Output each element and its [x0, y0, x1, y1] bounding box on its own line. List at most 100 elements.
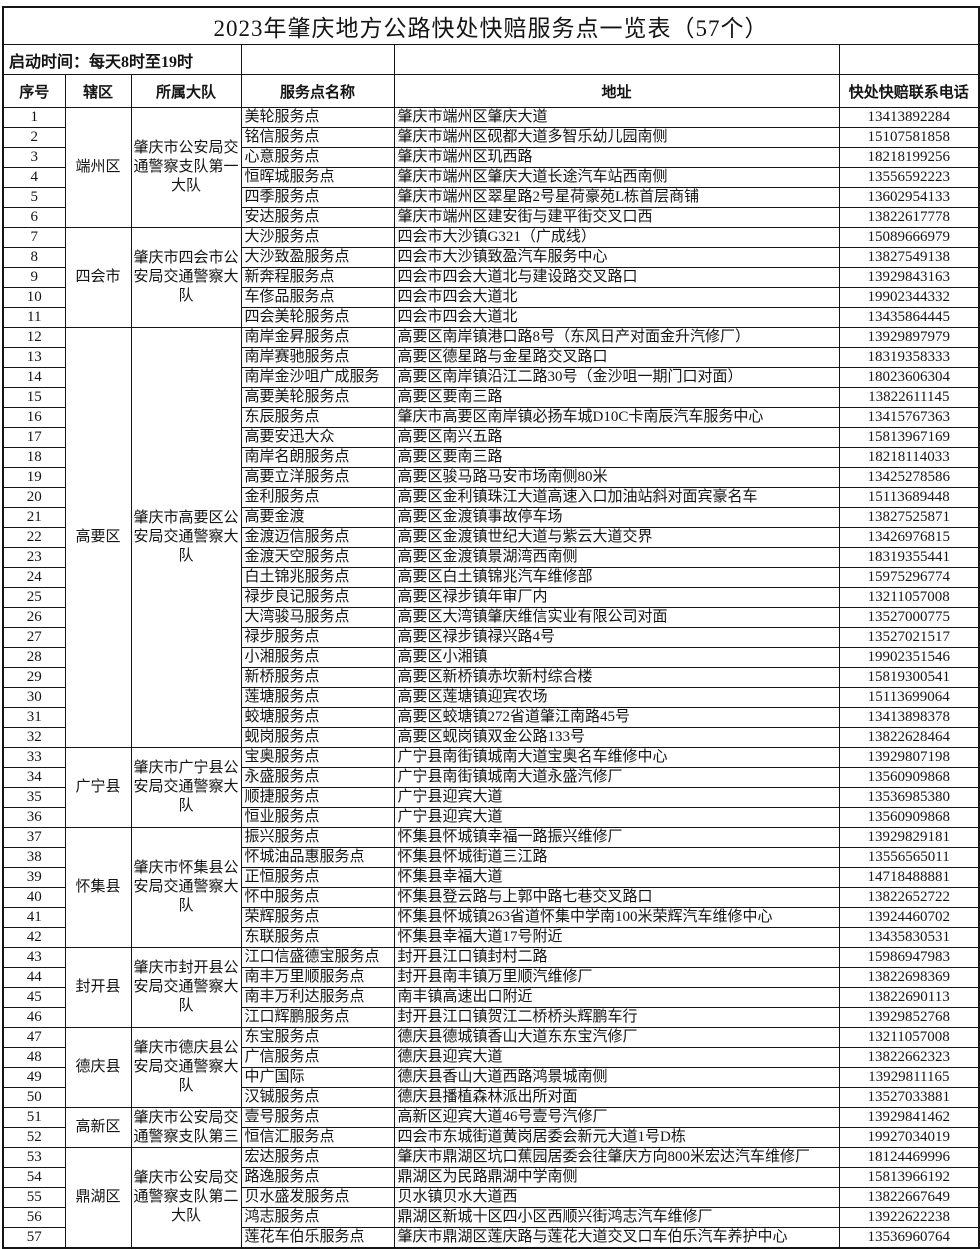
- row-number-cell: 37: [2, 827, 66, 848]
- header-district: 辖区: [64, 74, 132, 108]
- phone-cell: 13929843163: [838, 267, 980, 288]
- header-row: 序号 辖区 所属大队 服务点名称 地址 快处快赔联系电话: [2, 74, 980, 108]
- district-cell: 怀集县: [64, 827, 132, 948]
- address-cell: 怀集县幸福大道17号附近: [393, 927, 840, 948]
- address-cell: 高要区金渡镇景湖湾西南侧: [393, 547, 840, 568]
- address-cell: 高要区禄步镇禄兴路4号: [393, 627, 840, 648]
- address-cell: 鼎湖区新城十区四小区西顺兴街鸿志汽车维修厂: [393, 1207, 840, 1228]
- row-number-cell: 6: [2, 207, 66, 228]
- phone-cell: 13560909868: [838, 807, 980, 828]
- address-cell: 高要区南兴五路: [393, 427, 840, 448]
- service-point-cell: 汉铖服务点: [240, 1087, 395, 1108]
- phone-cell: 18218199256: [838, 147, 980, 168]
- address-cell: 封开县南丰镇万里顺汽维修厂: [393, 967, 840, 988]
- district-cell: 封开县: [64, 947, 132, 1028]
- table-row: 46 江口辉鹏服务点 封开县江口镇贺江二桥桥头辉鹏车行 13929852768: [2, 1007, 980, 1028]
- address-cell: 高要区蛟塘镇272省道肇江南路45号: [393, 707, 840, 728]
- row-number-cell: 52: [2, 1127, 66, 1148]
- service-point-cell: 高要立洋服务点: [240, 467, 395, 488]
- row-number-cell: 12: [2, 327, 66, 348]
- phone-cell: 15107581858: [838, 127, 980, 148]
- table-row: 13 南岸赛驰服务点 高要区德星路与金星路交叉路口 18319358333: [2, 347, 980, 368]
- phone-cell: 13527000775: [838, 607, 980, 628]
- phone-cell: 13211057008: [838, 1027, 980, 1048]
- phone-cell: 13922622238: [838, 1207, 980, 1228]
- row-number-cell: 18: [2, 447, 66, 468]
- row-number-cell: 9: [2, 267, 66, 288]
- service-point-cell: 小湘服务点: [240, 647, 395, 668]
- brigade-cell: 肇庆市四会市公安局交通警察大队: [130, 227, 242, 328]
- table-row: 40 怀中服务点 怀集县登云路与上郭中路七巷交叉路口 13822652722: [2, 887, 980, 908]
- phone-cell: 18218114033: [838, 447, 980, 468]
- service-point-cell: 贝水盛发服务点: [240, 1187, 395, 1208]
- phone-cell: 13822662323: [838, 1047, 980, 1068]
- address-cell: 高要区禄步镇年审厂内: [393, 587, 840, 608]
- service-point-cell: 高要美轮服务点: [240, 387, 395, 408]
- address-cell: 南丰镇高速出口附近: [393, 987, 840, 1008]
- phone-cell: 15813966192: [838, 1167, 980, 1188]
- phone-cell: 19902351546: [838, 647, 980, 668]
- row-number-cell: 36: [2, 807, 66, 828]
- service-point-cell: 江口信盛德宝服务点: [240, 947, 395, 968]
- district-cell: 高新区: [64, 1107, 132, 1148]
- address-cell: 广宁县南街镇城南大道宝奥名车维修中心: [393, 747, 840, 768]
- address-cell: 肇庆市高要区南岸镇必扬车城D10C卡南辰汽车服务中心: [393, 407, 840, 428]
- service-point-cell: 蛟塘服务点: [240, 707, 395, 728]
- address-cell: 肇庆市端州区建安街与建平街交叉口西: [393, 207, 840, 228]
- table-row: 37 怀集县 肇庆市怀集县公安局交通警察大队 振兴服务点 怀集县怀城镇幸福一路振兴维修厂…: [2, 827, 980, 948]
- phone-cell: 13413892284: [838, 107, 980, 128]
- service-point-cell: 大沙服务点: [240, 227, 395, 248]
- row-number-cell: 44: [2, 967, 66, 988]
- row-number-cell: 27: [2, 627, 66, 648]
- row-number-cell: 10: [2, 287, 66, 308]
- row-number-cell: 49: [2, 1067, 66, 1088]
- phone-cell: 15813967169: [838, 427, 980, 448]
- row-number-cell: 30: [2, 687, 66, 708]
- service-point-cell: 金渡迈信服务点: [240, 527, 395, 548]
- phone-cell: 13536960764: [838, 1227, 980, 1249]
- district-cell: 四会市: [64, 227, 132, 328]
- service-point-cell: 心意服务点: [240, 147, 395, 168]
- address-cell: 肇庆市鼎湖区莲庆路与莲花大道交叉口车伯乐汽车养护中心: [393, 1227, 840, 1249]
- address-cell: 高要区莲塘镇迎宾农场: [393, 687, 840, 708]
- phone-cell: 13822698369: [838, 967, 980, 988]
- table-row: 45 南丰万利达服务点 南丰镇高速出口附近 13822690113: [2, 987, 980, 1008]
- service-point-cell: 高要安迅大众: [240, 427, 395, 448]
- address-cell: 肇庆市端州区玑西路: [393, 147, 840, 168]
- service-point-cell: 怀城油品惠服务点: [240, 847, 395, 868]
- address-cell: 怀集县幸福大道: [393, 867, 840, 888]
- service-point-cell: 南岸金昇服务点: [240, 327, 395, 348]
- address-cell: 怀集县怀城街道三江路: [393, 847, 840, 868]
- service-points-table: 2023年肇庆地方公路快处快赔服务点一览表（57个） 启动时间：每天8时至19时…: [2, 6, 980, 1249]
- table-row: 5 四季服务点 肇庆市端州区翠星路2号星荷豪苑L栋首层商铺 13602954133: [2, 187, 980, 208]
- phone-cell: 19927034019: [838, 1127, 980, 1148]
- title-row: 2023年肇庆地方公路快处快赔服务点一览表（57个）: [2, 6, 980, 45]
- row-number-cell: 41: [2, 907, 66, 928]
- address-cell: 肇庆市端州区肇庆大道: [393, 107, 840, 128]
- row-number-cell: 38: [2, 847, 66, 868]
- row-number-cell: 3: [2, 147, 66, 168]
- table-row: 26 大湾骏马服务点 高要区大湾镇肇庆维信实业有限公司对面 13527000775: [2, 607, 980, 628]
- phone-cell: 13435830531: [838, 927, 980, 948]
- address-cell: 高要区白土镇锦兆汽车维修部: [393, 567, 840, 588]
- address-cell: 德庆县迎宾大道: [393, 1047, 840, 1068]
- service-point-cell: 顺捷服务点: [240, 787, 395, 808]
- address-cell: 肇庆市鼎湖区坑口蕉园居委会往肇庆方向800米宏达汽车维修厂: [393, 1147, 840, 1168]
- address-cell: 肇庆市端州区肇庆大道长途汽车站西南侧: [393, 167, 840, 188]
- address-cell: 贝水镇贝水大道西: [393, 1187, 840, 1208]
- address-cell: 广宁县迎宾大道: [393, 807, 840, 828]
- phone-cell: 13929897979: [838, 327, 980, 348]
- row-number-cell: 50: [2, 1087, 66, 1108]
- table-row: 53 鼎湖区 肇庆市公安局交通警察支队第二大队 宏达服务点 肇庆市鼎湖区坑口蕉园居委会往…: [2, 1147, 980, 1249]
- district-cell: 端州区: [64, 107, 132, 228]
- service-point-cell: 莲花车伯乐服务点: [240, 1227, 395, 1249]
- district-cell: 德庆县: [64, 1027, 132, 1108]
- address-cell: 高要区金渡镇世纪大道与紫云大道交界: [393, 527, 840, 548]
- service-point-cell: 四季服务点: [240, 187, 395, 208]
- table-row: 12 高要区 肇庆市高要区公安局交通警察大队 南岸金昇服务点 高要区南岸镇港口路8号（东…: [2, 327, 980, 748]
- address-cell: 封开县江口镇贺江二桥桥头辉鹏车行: [393, 1007, 840, 1028]
- service-point-cell: 禄步服务点: [240, 627, 395, 648]
- note-row: 启动时间：每天8时至19时: [2, 44, 980, 75]
- table-row: 18 南岸名朗服务点 高要区要南三路 18218114033: [2, 447, 980, 468]
- address-cell: 四会市东城街道黄岗居委会新元大道1号D栋: [393, 1127, 840, 1148]
